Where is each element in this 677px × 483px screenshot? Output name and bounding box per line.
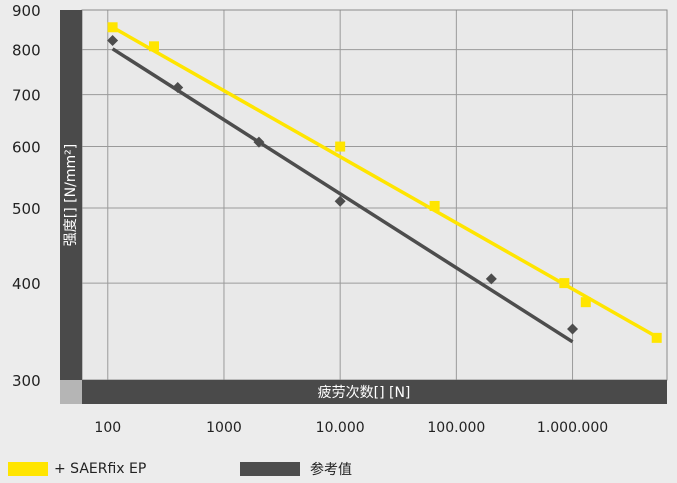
x-tick-label: 10.000 [316,420,365,436]
trend-line-reference [111,47,574,344]
x-tick-label: 100.000 [427,420,485,436]
y-tick-label: 900 [12,2,41,20]
data-point-reference [172,81,184,93]
legend-swatch-saerfix [8,462,48,476]
data-point-saerfix [559,278,570,289]
data-point-saerfix [651,332,662,343]
data-point-reference [567,323,579,335]
y-tick-label: 300 [12,372,41,390]
data-point-reference [485,273,497,285]
data-point-saerfix [107,22,118,33]
x-tick-label: 1000 [206,420,242,436]
y-tick-label: 500 [12,200,41,218]
series-layer [107,22,662,344]
legend-item-reference: 参考值 [240,459,352,479]
data-point-reference [107,35,119,47]
y-tick-labels: 300 400 500 600 700 800 900 [12,2,41,390]
x-tick-labels: 100 1000 10.000 100.000 1.000.000 [94,420,608,436]
x-tick-label: 100 [94,420,121,436]
data-point-saerfix [149,41,160,52]
x-axis-label: 疲劳次数[] [N] [318,384,411,401]
y-tick-label: 400 [12,275,41,293]
y-tick-label: 600 [12,139,41,157]
legend-item-saerfix: + SAERfix EP [8,459,146,479]
legend-swatch-reference [240,462,300,476]
data-point-saerfix [429,200,440,211]
y-axis-label: 强度[] [N/mm²] [63,144,79,246]
data-point-reference [334,195,346,207]
data-point-reference [253,136,265,148]
legend-label-reference: 参考值 [310,462,352,478]
plot-area [82,10,667,380]
x-axis-bar [82,380,667,404]
data-point-saerfix [335,141,346,152]
x-tick-label: 1.000.000 [537,420,608,436]
y-tick-label: 800 [12,42,41,60]
legend-label-saerfix: + SAERfix EP [54,461,147,477]
axis-corner [60,380,82,404]
y-tick-label: 700 [12,87,41,105]
y-axis-bar [60,10,82,380]
data-point-saerfix [580,297,591,308]
